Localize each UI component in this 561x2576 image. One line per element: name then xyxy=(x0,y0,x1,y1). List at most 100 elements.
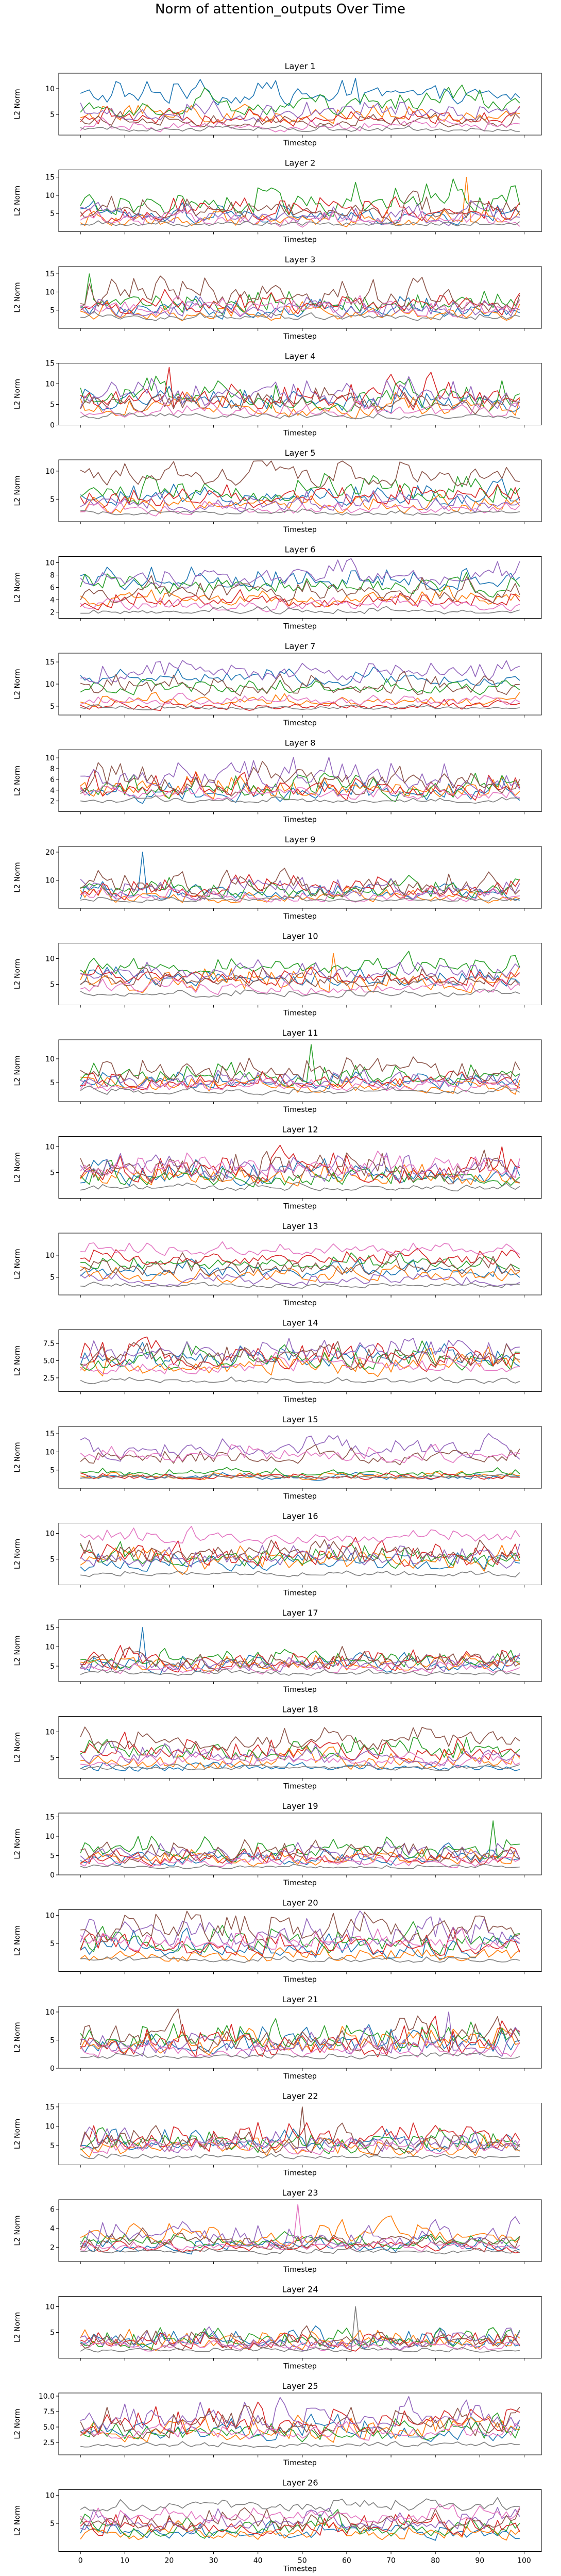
series-line xyxy=(80,594,520,612)
plot-frame xyxy=(58,1039,542,1102)
y-axis-label: L2 Norm xyxy=(13,2312,22,2342)
y-tick-label: 2.5 xyxy=(43,2439,55,2447)
subplot-layer-8: Layer 8 2 4 6 8 10 Timestep L2 Norm xyxy=(13,738,542,824)
y-axis-label: L2 Norm xyxy=(13,379,22,409)
series-line xyxy=(80,106,520,127)
subplot-layer-10: Layer 10 5 10 Timestep L2 Norm xyxy=(13,932,542,1018)
series-line xyxy=(80,2332,520,2352)
y-axis-label: L2 Norm xyxy=(13,186,22,216)
series-line xyxy=(80,2412,520,2442)
y-axis-label: L2 Norm xyxy=(13,572,22,603)
y-axis-label: L2 Norm xyxy=(13,1635,22,1666)
subplot-title: Layer 16 xyxy=(282,1511,318,1521)
series-line xyxy=(80,295,520,320)
subplot-title: Layer 22 xyxy=(282,2091,318,2101)
y-tick-label: 15 xyxy=(45,1624,55,1632)
y-tick-label: 5 xyxy=(50,1079,55,1087)
series-line xyxy=(80,508,520,516)
y-tick-label: 7.5 xyxy=(43,2408,55,2416)
series-line xyxy=(80,2421,520,2441)
series-line xyxy=(80,367,520,410)
series-line xyxy=(80,1551,520,1572)
y-tick-label: 5 xyxy=(50,2036,55,2045)
y-tick-label: 5 xyxy=(50,1663,55,1671)
subplot-layer-7: Layer 7 5 10 15 Timestep L2 Norm xyxy=(13,641,542,727)
series-line xyxy=(80,196,520,224)
series-line xyxy=(80,190,520,224)
x-tick-label: 80 xyxy=(431,2557,440,2565)
series-line xyxy=(80,575,520,604)
y-tick-label: 10 xyxy=(45,1729,55,1737)
y-tick-label: 20 xyxy=(45,849,55,857)
subplot-title: Layer 17 xyxy=(282,1608,318,1618)
series-line xyxy=(80,124,520,132)
plot-frame xyxy=(58,1523,542,1585)
y-tick-label: 4 xyxy=(50,596,55,605)
series-line xyxy=(80,2396,520,2431)
y-axis-label: L2 Norm xyxy=(13,959,22,989)
y-tick-label: 10 xyxy=(45,85,55,93)
series-line xyxy=(80,2509,520,2539)
x-axis-label: Timestep xyxy=(283,1203,317,1211)
y-tick-label: 5.0 xyxy=(43,1357,55,1366)
y-tick-label: 0 xyxy=(50,1871,55,1880)
subplot-layer-6: Layer 6 2 4 6 8 10 Timestep L2 Norm xyxy=(13,545,542,631)
y-tick-label: 2 xyxy=(50,2243,55,2252)
y-tick-label: 15 xyxy=(45,2103,55,2112)
series-line xyxy=(80,473,520,505)
y-tick-label: 2.5 xyxy=(43,1374,55,1383)
x-axis-label: Timestep xyxy=(283,2072,317,2081)
y-axis-label: L2 Norm xyxy=(13,862,22,892)
subplot-layer-5: Layer 5 5 10 Timestep L2 Norm xyxy=(13,448,542,534)
series-line xyxy=(80,2306,520,2353)
y-axis-label: L2 Norm xyxy=(13,1152,22,1183)
subplot-layer-4: Layer 4 0 5 10 15 Timestep L2 Norm xyxy=(13,352,542,438)
series-line xyxy=(80,966,520,987)
x-tick-label: 100 xyxy=(517,2557,531,2565)
y-tick-label: 5 xyxy=(50,2329,55,2337)
x-axis-label: Timestep xyxy=(283,1783,317,1791)
series-line xyxy=(80,769,520,801)
series-line xyxy=(80,1144,520,1184)
series-line xyxy=(80,1252,520,1276)
x-tick-label: 20 xyxy=(165,2557,174,2565)
subplot-title: Layer 2 xyxy=(285,158,316,168)
series-line xyxy=(80,589,520,611)
series-line xyxy=(80,2052,520,2059)
subplot-layer-17: Layer 17 5 10 15 Timestep L2 Norm xyxy=(13,1608,542,1694)
plot-frame xyxy=(58,846,542,909)
x-axis-label: Timestep xyxy=(283,236,317,244)
series-line xyxy=(80,1074,520,1095)
plot-frame xyxy=(58,459,542,522)
series-line xyxy=(80,1732,520,1763)
series-line xyxy=(80,1946,520,1962)
plot-frame xyxy=(58,2392,542,2455)
x-axis-label: Timestep xyxy=(283,1396,317,1404)
series-line xyxy=(80,460,520,489)
y-tick-label: 5.0 xyxy=(43,2423,55,2432)
y-tick-label: 4 xyxy=(50,787,55,795)
y-tick-label: 10 xyxy=(45,1912,55,1920)
y-tick-label: 15 xyxy=(45,360,55,368)
plot-frame xyxy=(58,1426,542,1489)
series-line xyxy=(80,772,520,802)
series-line xyxy=(80,1761,520,1772)
series-line xyxy=(80,2326,520,2352)
y-tick-label: 2 xyxy=(50,797,55,806)
series-line xyxy=(80,1646,520,1672)
y-axis-label: L2 Norm xyxy=(13,1539,22,1569)
series-line xyxy=(80,1660,520,1675)
y-tick-label: 5 xyxy=(50,1852,55,1860)
series-line xyxy=(80,1433,520,1462)
series-line xyxy=(80,1737,520,1761)
series-line xyxy=(80,1539,520,1564)
y-tick-label: 8 xyxy=(50,572,55,580)
y-axis-label: L2 Norm xyxy=(13,2215,22,2246)
y-tick-label: 5 xyxy=(50,495,55,504)
y-axis-label: L2 Norm xyxy=(13,1829,22,1859)
series-line xyxy=(80,209,520,228)
series-line xyxy=(80,951,520,976)
series-line xyxy=(80,273,520,315)
series-line xyxy=(80,2325,520,2351)
